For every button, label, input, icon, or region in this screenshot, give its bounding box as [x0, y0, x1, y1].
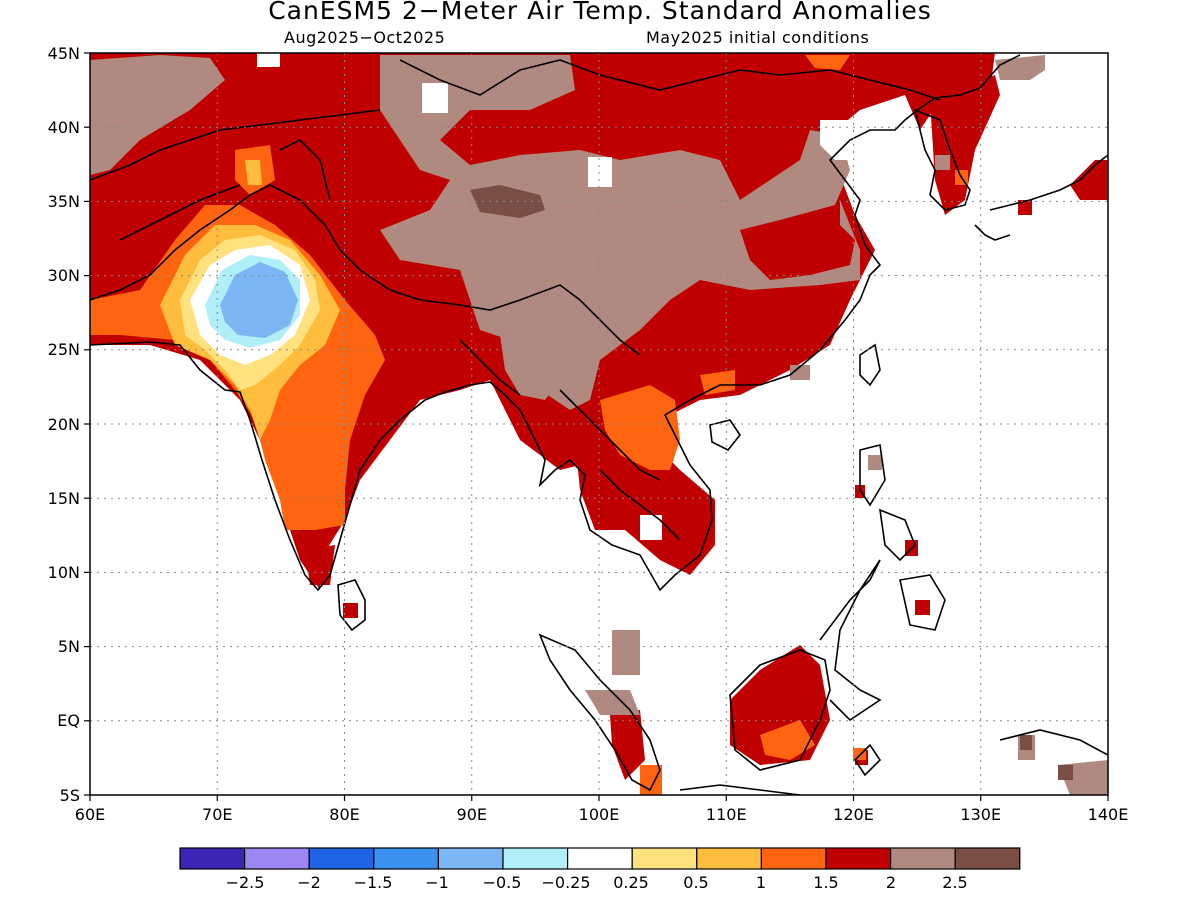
colorbar-label: 2.5: [942, 873, 967, 892]
lon-label: 120E: [833, 805, 874, 824]
colorbar-label: −0.25: [541, 873, 590, 892]
colorbar-swatch: [825, 847, 892, 870]
coastlines: [90, 54, 1108, 795]
colorbar-swatch: [889, 847, 956, 870]
lat-label: 45N: [48, 44, 80, 63]
colorbar: −2.5 −2 −1.5 −1 −0.5 −0.25 0.25 0.5 1 1.…: [179, 847, 1021, 892]
colorbar-label: −2: [297, 873, 321, 892]
grid: [90, 53, 1108, 795]
lon-label: 140E: [1088, 805, 1129, 824]
colorbar-swatch: [760, 847, 827, 870]
colorbar-label: 2: [886, 873, 896, 892]
colorbar-label: −1.5: [354, 873, 393, 892]
axis-ticks: [84, 52, 1109, 801]
colorbar-swatch: [437, 847, 504, 870]
colorbar-label: −2.5: [226, 873, 265, 892]
lat-label: 5N: [58, 637, 80, 656]
latitude-labels: 45N 40N 35N 30N 25N 20N 15N 10N 5N EQ 5S: [48, 44, 80, 805]
forecast-period: Aug2025−Oct2025: [284, 28, 446, 47]
lat-label: 25N: [48, 340, 80, 359]
lat-label: 30N: [48, 266, 80, 285]
lat-label: 10N: [48, 563, 80, 582]
initial-conditions: May2025 initial conditions: [646, 28, 870, 47]
colorbar-swatch: [954, 847, 1021, 870]
lon-label: 60E: [75, 805, 105, 824]
colorbar-swatch: [696, 847, 762, 870]
map-title: CanESM5 2−Meter Air Temp. Standard Anoma…: [268, 0, 932, 25]
colorbar-swatch: [179, 847, 246, 870]
colorbar-label: 1: [756, 873, 766, 892]
colorbar-label: 1.5: [813, 873, 838, 892]
colorbar-labels: −2.5 −2 −1.5 −1 −0.5 −0.25 0.25 0.5 1 1.…: [226, 873, 968, 892]
anomaly-region-brown: [90, 55, 225, 175]
lon-label: 130E: [960, 805, 1001, 824]
colorbar-label: −1: [425, 873, 449, 892]
lon-label: 90E: [457, 805, 487, 824]
colorbar-swatches: [179, 847, 1021, 870]
lat-label: EQ: [57, 711, 80, 730]
lat-label: 20N: [48, 415, 80, 434]
lat-label: 5S: [60, 786, 80, 805]
colorbar-label: 0.5: [683, 873, 708, 892]
lon-label: 70E: [202, 805, 232, 824]
lat-label: 40N: [48, 118, 80, 137]
lon-label: 100E: [579, 805, 620, 824]
anomaly-region-darkbrown: [470, 185, 545, 218]
anomaly-field: [90, 53, 1108, 795]
colorbar-swatch: [308, 847, 375, 870]
colorbar-label: −0.5: [483, 873, 522, 892]
lat-label: 15N: [48, 489, 80, 508]
colorbar-swatch: [631, 847, 698, 870]
colorbar-swatch: [566, 847, 633, 870]
lon-label: 110E: [706, 805, 747, 824]
lon-label: 80E: [329, 805, 359, 824]
lat-label: 35N: [48, 192, 80, 211]
longitude-labels: 60E 70E 80E 90E 100E 110E 120E 130E 140E: [75, 805, 1129, 824]
anomaly-region-blue: [220, 262, 298, 338]
colorbar-swatch: [244, 847, 310, 870]
colorbar-swatch: [373, 847, 439, 870]
colorbar-swatch: [502, 847, 569, 870]
colorbar-label: 0.25: [613, 873, 649, 892]
